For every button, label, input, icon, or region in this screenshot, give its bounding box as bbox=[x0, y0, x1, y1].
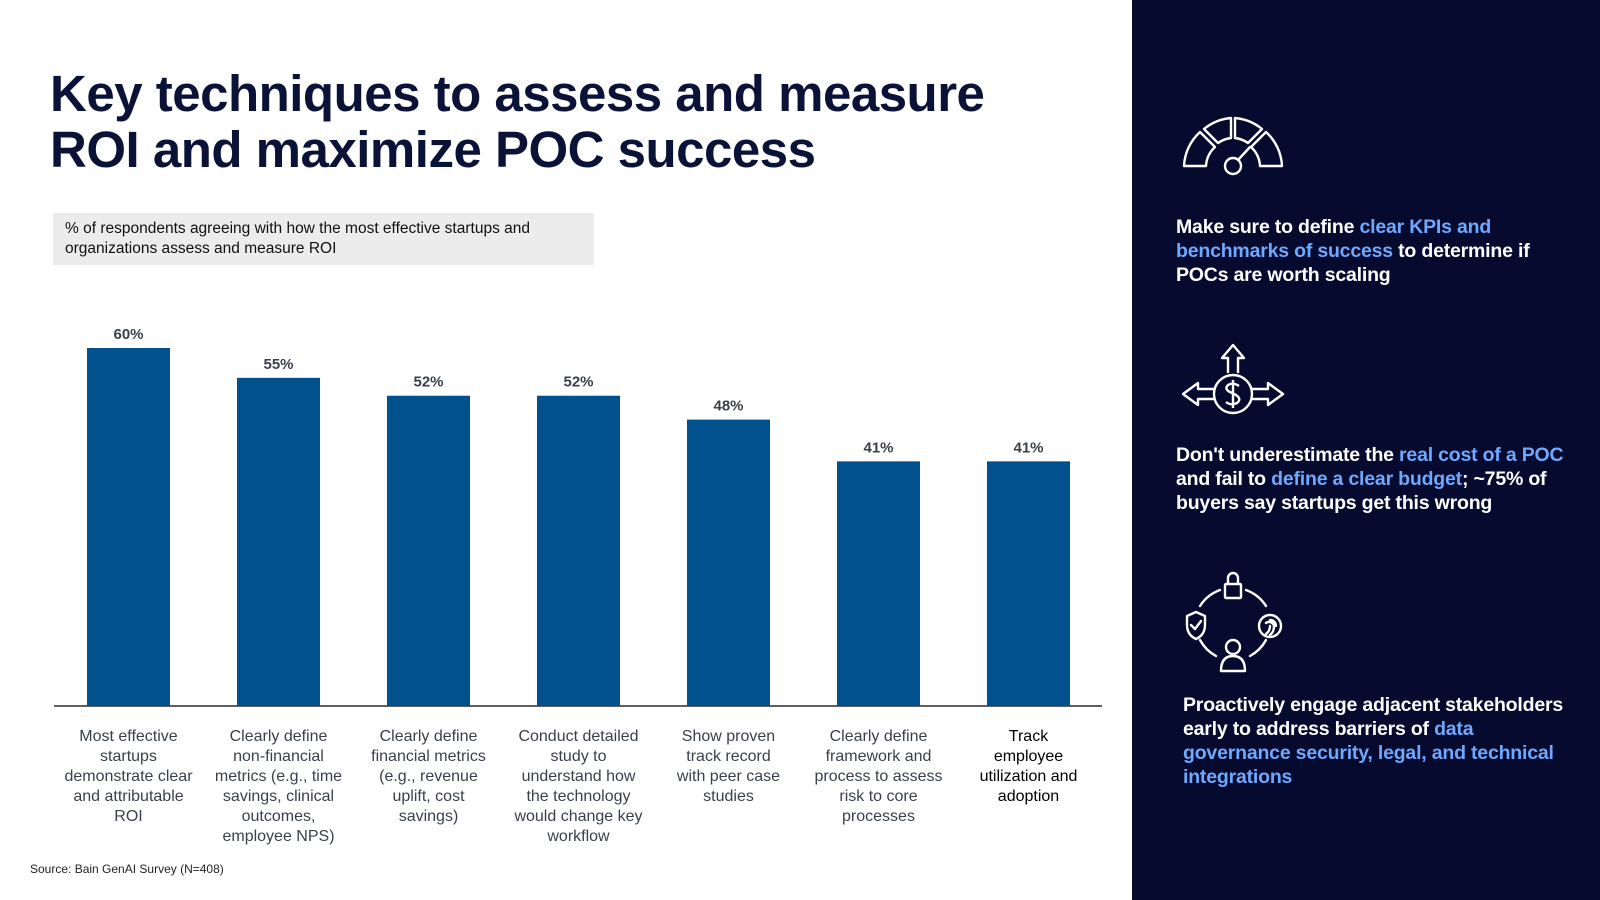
category-label-line: financial metrics bbox=[371, 748, 486, 765]
category-label-line: process to assess bbox=[814, 768, 942, 785]
category-label-line: Clearly define bbox=[830, 728, 928, 745]
category-label-line: workflow bbox=[546, 828, 610, 845]
data-label-4: 52% bbox=[563, 374, 593, 391]
tip-text: ; ~75% of buyers say startups get this w… bbox=[1176, 468, 1547, 514]
category-label-line: Clearly define bbox=[230, 728, 328, 745]
category-label-line: track record bbox=[686, 748, 770, 765]
tip-highlight-text: real cost of a POC bbox=[1399, 444, 1564, 466]
tip-kpis: Make sure to define clear KPIs and bench… bbox=[1176, 215, 1576, 287]
category-label-line: processes bbox=[842, 808, 915, 825]
category-label-line: Conduct detailed bbox=[518, 728, 638, 745]
category-label-4: Conduct detailed study to understand how th… bbox=[513, 728, 642, 845]
main-panel: Key techniques to assess and measure ROI… bbox=[30, 65, 1102, 876]
category-label-line: study to bbox=[550, 748, 606, 765]
category-label-line: savings, clinical bbox=[223, 788, 334, 805]
category-label-line: metrics (e.g., time bbox=[215, 768, 342, 785]
category-label-line: Most effective bbox=[79, 728, 178, 745]
category-label-line: employee bbox=[994, 748, 1063, 765]
category-label-line: non-financial bbox=[233, 748, 324, 765]
security-cycle-icon bbox=[1185, 571, 1283, 673]
category-label-line: savings) bbox=[399, 808, 459, 825]
category-label-line: understand how bbox=[522, 768, 636, 785]
tip-text: Proactively engage adjacent stakeholders… bbox=[1183, 694, 1564, 740]
data-label-7: 41% bbox=[1013, 439, 1043, 456]
category-label-line: Track bbox=[1009, 728, 1049, 745]
category-label-line: Show proven bbox=[682, 728, 775, 745]
sidebar-panel: Make sure to define clear KPIs and bench… bbox=[1132, 0, 1600, 900]
gauge-icon bbox=[1182, 116, 1284, 176]
category-label-line: framework and bbox=[826, 748, 932, 765]
data-label-1: 60% bbox=[113, 326, 143, 343]
data-label-5: 48% bbox=[713, 398, 743, 415]
category-label-line: demonstrate clear bbox=[64, 768, 193, 785]
chart-subtitle-line1: % of respondents agreeing with how the m… bbox=[65, 220, 530, 237]
chart-subtitle-line2: organizations assess and measure ROI bbox=[65, 240, 337, 257]
tip-text: to determine if POCs are worth scaling bbox=[1176, 240, 1530, 286]
category-label-line: employee NPS) bbox=[222, 828, 334, 845]
tip-text: Make sure to define bbox=[1176, 216, 1360, 238]
bar-6 bbox=[837, 461, 920, 706]
category-label-3: Clearly define financial metrics (e.g., re… bbox=[371, 728, 486, 825]
bar-chart: 60% Most effective startups demonstrate cle… bbox=[54, 326, 1102, 845]
tip-highlight-text: clear KPIs and benchmarks of success bbox=[1176, 216, 1492, 262]
chart-subtitle: % of respondents agreeing with how the m… bbox=[53, 213, 594, 265]
category-label-line: studies bbox=[703, 788, 754, 805]
data-label-2: 55% bbox=[263, 356, 293, 373]
category-label-line: would change key bbox=[513, 808, 642, 825]
data-label-3: 52% bbox=[413, 374, 443, 391]
category-label-line: risk to core bbox=[839, 788, 917, 805]
page-title-line1: Key techniques to assess and measure bbox=[50, 65, 985, 122]
bar-7 bbox=[987, 461, 1070, 706]
category-label-line: outcomes, bbox=[242, 808, 316, 825]
bar-1 bbox=[87, 348, 170, 706]
bar-2 bbox=[237, 377, 320, 706]
category-label-6: Clearly define framework and process to as… bbox=[814, 728, 942, 825]
category-label-line: with peer case bbox=[676, 768, 780, 785]
tip-highlight-text: define a clear budget bbox=[1271, 468, 1462, 490]
category-label-line: the technology bbox=[526, 788, 630, 805]
category-label-line: and attributable bbox=[73, 788, 183, 805]
category-label-line: startups bbox=[100, 748, 157, 765]
page-title: Key techniques to assess and measure ROI… bbox=[50, 66, 1050, 178]
tip-text: Don't underestimate the bbox=[1176, 444, 1400, 466]
category-label-line: utilization and bbox=[980, 768, 1078, 785]
source-note: Source: Bain GenAI Survey (N=408) bbox=[30, 862, 224, 876]
tip-stakeholders: Proactively engage adjacent stakeholders… bbox=[1183, 693, 1583, 789]
bar-4 bbox=[537, 395, 620, 706]
bar-5 bbox=[687, 419, 770, 706]
category-label-2: Clearly define non-financial metrics (e.g.… bbox=[215, 728, 342, 845]
dollar-arrows-icon bbox=[1181, 343, 1285, 415]
data-label-6: 41% bbox=[863, 439, 893, 456]
page-title-line2: ROI and maximize POC success bbox=[50, 121, 816, 178]
category-label-line: uplift, cost bbox=[392, 788, 465, 805]
category-label-line: ROI bbox=[114, 808, 142, 825]
category-label-line: adoption bbox=[998, 788, 1059, 805]
tip-highlight-text: data governance security, legal, and tec… bbox=[1183, 718, 1554, 788]
category-label-7: Track employee utilization and adoption bbox=[980, 728, 1078, 805]
category-label-line: Clearly define bbox=[380, 728, 478, 745]
bar-3 bbox=[387, 395, 470, 706]
category-label-5: Show proven track record with peer case stu… bbox=[676, 728, 780, 805]
category-label-1: Most effective startups demonstrate clear a… bbox=[64, 728, 193, 825]
tip-budget: Don't underestimate the real cost of a P… bbox=[1176, 443, 1576, 515]
category-label-line: (e.g., revenue bbox=[379, 768, 478, 785]
tip-text: and fail to bbox=[1176, 468, 1272, 490]
